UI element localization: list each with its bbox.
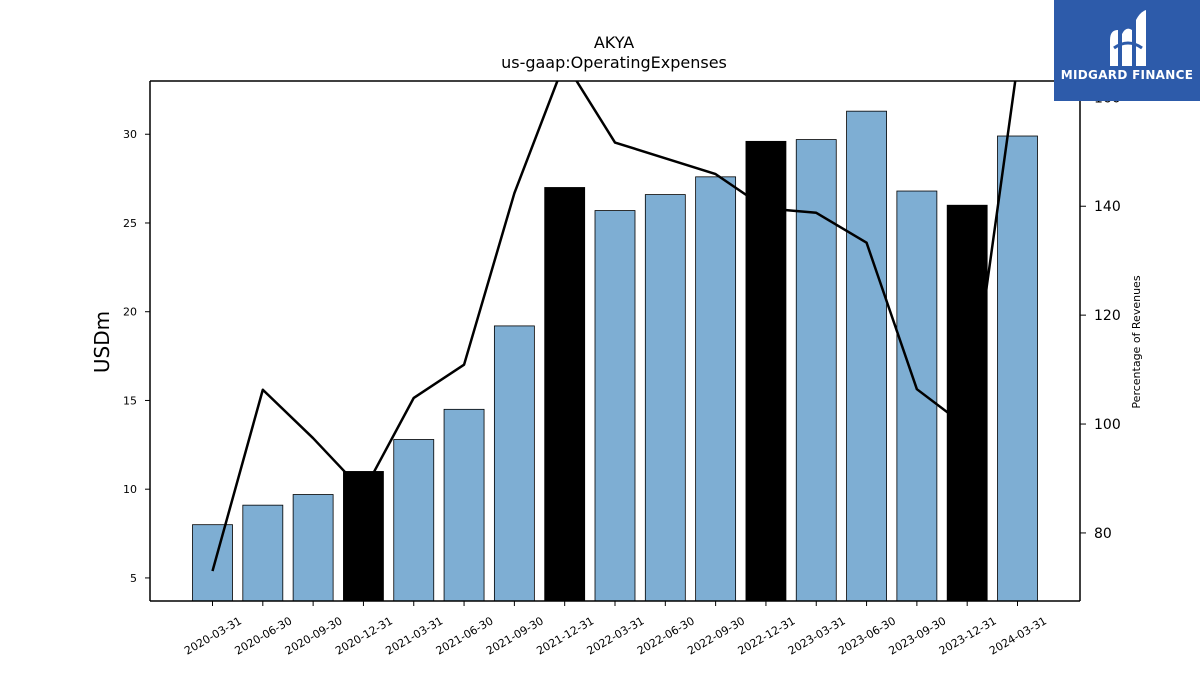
y-tick-label: 10 <box>123 483 137 496</box>
bar <box>292 494 334 602</box>
brand-logo-text: MIDGARD FINANCE <box>1060 68 1194 82</box>
bar <box>745 140 787 602</box>
bar <box>594 210 636 602</box>
y2-tick-label: 140 <box>1094 199 1121 215</box>
bar <box>443 408 485 602</box>
bar <box>393 439 435 602</box>
y-axis-label: USDm <box>90 311 114 373</box>
bar <box>343 471 384 602</box>
y2-tick-label: 120 <box>1094 308 1121 324</box>
bar <box>795 139 837 602</box>
y-tick-label: 30 <box>123 128 137 141</box>
x-tick-label: 2024-03-31 <box>987 614 1049 657</box>
bar <box>192 524 233 602</box>
y2-tick-label: 100 <box>1094 417 1121 433</box>
bar <box>946 204 988 602</box>
y-tick-label: 25 <box>123 217 137 230</box>
y-tick-label: 5 <box>130 572 137 585</box>
chart-subtitle: us-gaap:OperatingExpenses <box>501 53 727 72</box>
midgard-logo-icon <box>1110 10 1146 67</box>
bar <box>896 190 938 602</box>
y2-axis-label: Percentage of Revenues <box>1130 275 1143 408</box>
bar <box>695 176 737 602</box>
percentage-line <box>211 81 1017 572</box>
bar <box>846 110 887 602</box>
bar <box>242 504 284 602</box>
bar <box>493 325 535 602</box>
bar <box>644 194 686 602</box>
y-tick-label: 20 <box>123 306 137 319</box>
y-tick-label: 15 <box>123 394 137 407</box>
chart-title: AKYA <box>594 33 634 52</box>
brand-logo: MIDGARD FINANCE <box>1054 0 1200 101</box>
bar <box>544 187 586 602</box>
y2-tick-label: 80 <box>1094 526 1112 542</box>
bar <box>997 135 1038 602</box>
